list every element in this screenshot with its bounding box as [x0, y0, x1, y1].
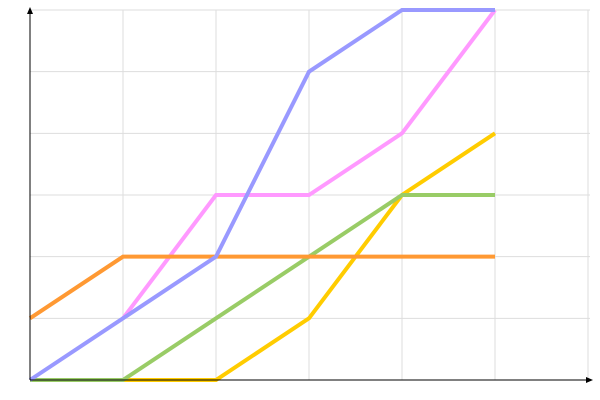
series-line-2 [121, 8, 497, 320]
axes [27, 7, 593, 383]
series-line-4 [28, 8, 495, 382]
series-line-3 [28, 254, 495, 321]
x-axis-arrow-icon [586, 377, 593, 383]
y-axis-arrow-icon [27, 7, 33, 14]
series-line-1 [30, 193, 495, 382]
